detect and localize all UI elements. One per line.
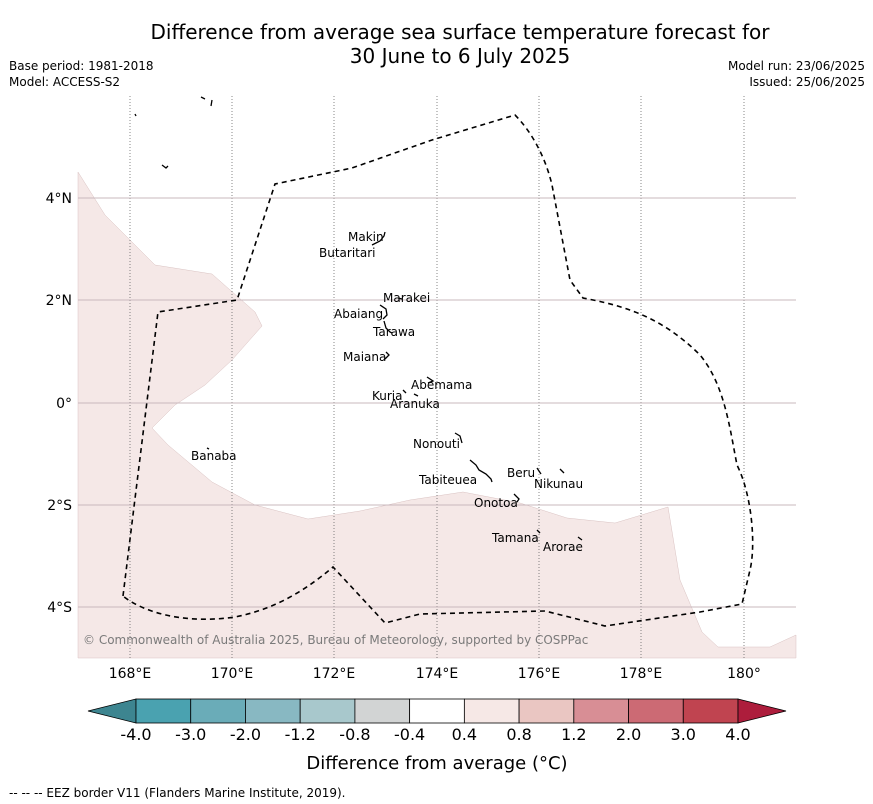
colorbar-over-arrow [737, 698, 787, 724]
colorbar-segment [299, 698, 356, 724]
colorbar-tick-label: 3.0 [671, 725, 696, 744]
lat-tick-label: 2°N [46, 293, 72, 309]
grid-lines [78, 96, 796, 658]
island-label-banaba: Banaba [191, 449, 237, 463]
island-label-tarawa: Tarawa [372, 325, 415, 339]
meta-left: Base period: 1981-2018 Model: ACCESS-S2 [9, 58, 154, 90]
meta-right: Model run: 23/06/2025 Issued: 25/06/2025 [728, 58, 865, 90]
issued-date: Issued: 25/06/2025 [749, 75, 865, 89]
island-label-marakei: Marakei [383, 291, 430, 305]
copyright-text: © Commonwealth of Australia 2025, Bureau… [83, 633, 588, 647]
colorbar-segment [628, 698, 684, 724]
eez-border [122, 114, 754, 627]
model-run: Model run: 23/06/2025 [727, 59, 865, 73]
colorbar-tick-label: -0.4 [394, 725, 425, 744]
model-name: Model: ACCESS-S2 [9, 75, 121, 89]
island-label-nonouti: Nonouti [413, 437, 460, 451]
lat-tick-label: 0° [56, 396, 72, 412]
island-label-tamana: Tamana [491, 531, 539, 545]
island-label-butaritari: Butaritari [319, 246, 376, 260]
title-line-1: Difference from average sea surface temp… [150, 20, 770, 44]
colorbar-tick-label: 1.2 [561, 725, 586, 744]
island-label-maiana: Maiana [343, 350, 386, 364]
colorbar-tick-label: -0.8 [339, 725, 370, 744]
lon-tick-label: 172°E [313, 666, 356, 682]
lon-tick-label: 178°E [620, 666, 663, 682]
lat-tick-label: 4°N [46, 191, 72, 207]
island-label-kuria: Kuria [372, 389, 403, 403]
island-shapes [134, 96, 583, 541]
island-label-aranuka: Aranuka [390, 397, 440, 411]
colorbar-segment [354, 698, 411, 724]
colorbar-segment [573, 698, 629, 724]
map-title: Difference from average sea surface temp… [60, 20, 860, 68]
colorbar-segment [409, 698, 465, 724]
colorbar-segment [245, 698, 301, 724]
lat-tick-label: 2°S [47, 498, 72, 514]
lon-tick-label: 174°E [416, 666, 459, 682]
island-label-arorae: Arorae [543, 540, 583, 554]
island-label-abemama: Abemama [411, 378, 472, 392]
colorbar-tick-label: -2.0 [230, 725, 261, 744]
colorbar-label: Difference from average (°C) [306, 753, 567, 774]
lat-tick-label: 4°S [47, 600, 72, 616]
title-line-2: 30 June to 6 July 2025 [349, 44, 571, 68]
colorbar-tick-label: -1.2 [285, 725, 316, 744]
latitude-ticks: 4°N 2°N 0° 2°S 4°S [46, 191, 73, 616]
colorbar-under-arrow [87, 698, 137, 724]
colorbar-tick-label: -3.0 [175, 725, 206, 744]
colorbar-segment [682, 698, 739, 724]
island-label-abaiang: Abaiang [334, 307, 383, 321]
island-label-beru: Beru [507, 466, 535, 480]
colorbar-tick-label: 4.0 [725, 725, 750, 744]
colorbar-segment [190, 698, 246, 724]
island-labels: Makin Butaritari Marakei Abaiang Tarawa … [191, 230, 583, 554]
island-label-nikunau: Nikunau [534, 477, 583, 491]
colorbar-tick-label: 0.4 [452, 725, 477, 744]
base-period: Base period: 1981-2018 [9, 59, 154, 73]
longitude-ticks: 168°E 170°E 172°E 174°E 176°E 178°E 180° [109, 666, 761, 682]
island-label-onotoa: Onotoa [474, 496, 518, 510]
colorbar-segment [518, 698, 575, 724]
colorbar-tick-label: -4.0 [120, 725, 151, 744]
colorbar-segment [463, 698, 520, 724]
lon-tick-label: 180° [727, 666, 761, 682]
colorbar [87, 698, 787, 724]
lon-tick-label: 170°E [211, 666, 254, 682]
lon-tick-label: 168°E [109, 666, 152, 682]
footnote: -- -- -- EEZ border V11 (Flanders Marine… [9, 786, 346, 800]
lon-tick-label: 176°E [518, 666, 561, 682]
island-label-tabiteuea: Tabiteuea [418, 473, 477, 487]
colorbar-ticks: -4.0 -3.0 -2.0 -1.2 -0.8 -0.4 0.4 0.8 1.2 2.0 3.0 4… [120, 725, 750, 744]
anomaly-region [77, 171, 797, 659]
colorbar-tick-label: 0.8 [506, 725, 531, 744]
island-label-makin: Makin [348, 230, 384, 244]
colorbar-segment [135, 698, 192, 724]
colorbar-tick-label: 2.0 [616, 725, 641, 744]
